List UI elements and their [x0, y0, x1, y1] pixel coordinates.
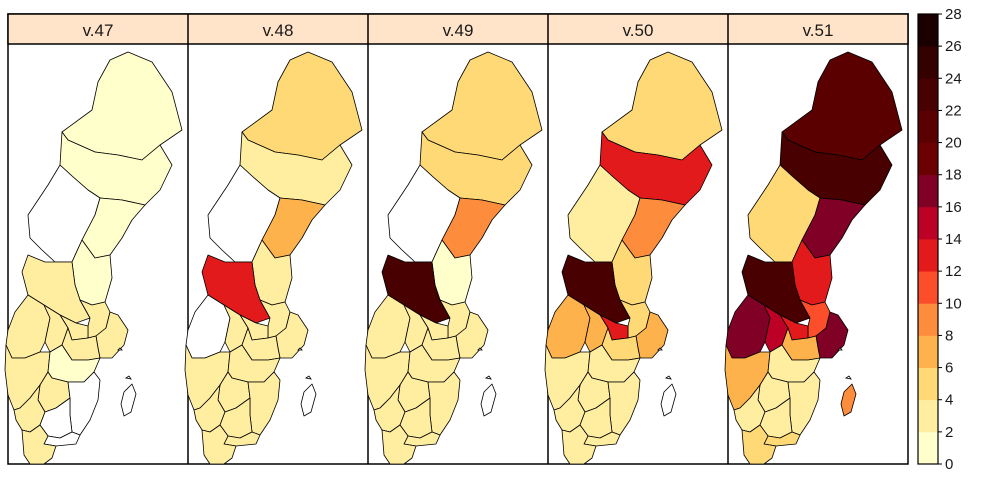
map-panel-v48 — [184, 51, 363, 465]
panel-title-v50: v.50 — [623, 21, 654, 40]
legend-tick-label: 16 — [945, 199, 962, 216]
legend-swatch — [918, 174, 938, 208]
region-skane — [201, 424, 237, 465]
legend-swatch — [918, 239, 938, 272]
legend-tick-label: 26 — [945, 38, 962, 55]
region-skane — [381, 424, 417, 465]
region-vasternorrland — [801, 197, 866, 259]
region-gotland — [120, 383, 137, 417]
legend-tick-label: 8 — [945, 327, 953, 344]
legend-tick-label: 22 — [945, 102, 962, 119]
islet-marks — [297, 347, 312, 380]
region-vasternorrland — [441, 197, 506, 259]
legend-swatch — [918, 271, 938, 304]
legend-tick-label: 28 — [945, 6, 962, 23]
legend-swatch — [918, 399, 938, 433]
region-gotland — [660, 383, 677, 417]
legend-swatch — [918, 206, 938, 240]
panel-title-v48: v.48 — [263, 21, 294, 40]
islet-marks — [477, 347, 492, 380]
legend-swatch — [918, 142, 938, 176]
legend-tick-label: 4 — [945, 392, 953, 409]
panel-title-v47: v.47 — [83, 21, 114, 40]
region-skane — [561, 424, 597, 465]
region-skane — [21, 424, 57, 465]
legend-tick-label: 12 — [945, 263, 962, 280]
legend-tick-label: 20 — [945, 135, 962, 152]
region-skane — [741, 424, 777, 465]
map-panel-v47 — [4, 51, 183, 465]
legend-swatch — [918, 14, 938, 47]
legend-swatch — [918, 110, 938, 143]
region-vasternorrland — [81, 197, 146, 259]
islet-marks — [657, 347, 672, 380]
region-vasternorrland — [261, 197, 326, 259]
legend-tick-label: 2 — [945, 424, 953, 441]
legend-swatch — [918, 431, 938, 465]
panel-header-strip — [7, 13, 909, 45]
legend-tick-label: 14 — [945, 231, 962, 248]
legend-swatch — [918, 335, 938, 368]
legend-swatch — [918, 367, 938, 401]
map-panel-v51 — [724, 51, 903, 465]
map-panel-v49 — [364, 51, 543, 465]
legend-swatch — [918, 303, 938, 336]
region-gotland — [300, 383, 317, 417]
panel-title-v49: v.49 — [443, 21, 474, 40]
islet-marks — [837, 347, 852, 380]
region-gotland — [480, 383, 497, 417]
legend-tick-label: 0 — [945, 456, 953, 473]
legend-tick-label: 10 — [945, 295, 962, 312]
legend-tick-label: 6 — [945, 360, 953, 377]
legend-swatch — [918, 46, 938, 79]
region-vasternorrland — [621, 197, 686, 259]
legend-tick-label: 24 — [945, 70, 962, 87]
islet-marks — [117, 347, 132, 380]
panel-title-v51: v.51 — [803, 21, 834, 40]
legend-tick-label: 18 — [945, 167, 962, 184]
region-gotland — [840, 383, 857, 417]
map-panel-v50 — [544, 51, 723, 465]
legend-swatch — [918, 78, 938, 111]
